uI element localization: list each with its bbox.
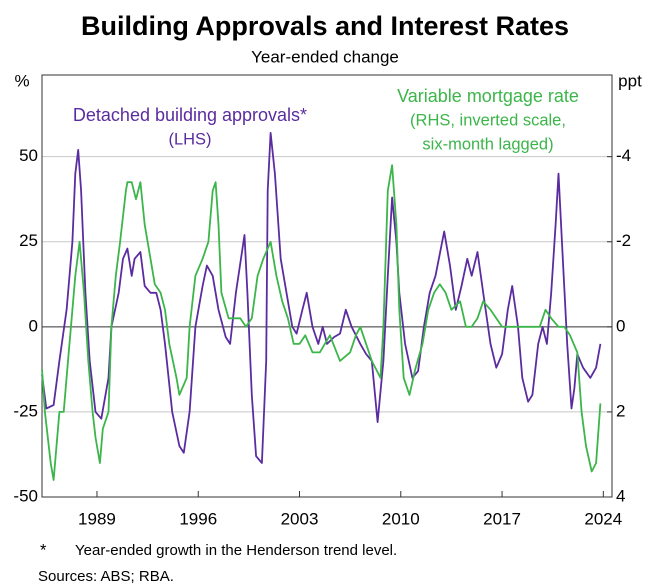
y-tick-label: -25	[13, 401, 38, 420]
legend-label: Variable mortgage rate	[397, 86, 579, 106]
x-tick-label: 2010	[382, 509, 420, 528]
y-tick-label: 50	[19, 146, 38, 165]
y-axis-label: %	[14, 71, 29, 90]
legend-sublabel: (LHS)	[168, 130, 211, 148]
y2-tick-label: 2	[616, 401, 625, 420]
legend-sublabel: (RHS, inverted scale,	[410, 111, 566, 129]
y2-tick-label: -2	[616, 231, 631, 250]
x-tick-label: 2024	[584, 509, 622, 528]
chart-title: Building Approvals and Interest Rates	[81, 11, 569, 41]
y-tick-label: 0	[29, 316, 38, 335]
plot-frame	[41, 74, 613, 498]
y2-axis-label: ppt	[618, 71, 642, 90]
y2-tick-label: 0	[616, 316, 625, 335]
x-tick-label: 1996	[179, 509, 217, 528]
series-line	[41, 132, 602, 464]
y2-tick-label: -4	[616, 146, 631, 165]
y2-tick-label: 4	[616, 486, 625, 505]
legend-sublabel: six-month lagged)	[422, 135, 553, 153]
x-tick-label: 1989	[78, 509, 116, 528]
x-tick-label: 2017	[483, 509, 521, 528]
y-tick-label: -50	[13, 486, 38, 505]
footnote: Year-ended growth in the Henderson trend…	[75, 542, 397, 559]
x-tick-label: 2003	[281, 509, 319, 528]
chart-subtitle: Year-ended change	[251, 47, 399, 66]
series-line	[41, 164, 602, 481]
sources: Sources: ABS; RBA.	[38, 568, 174, 585]
y-tick-label: 25	[19, 231, 38, 250]
footnote-marker: *	[40, 541, 47, 559]
legend-label: Detached building approvals*	[73, 105, 307, 125]
